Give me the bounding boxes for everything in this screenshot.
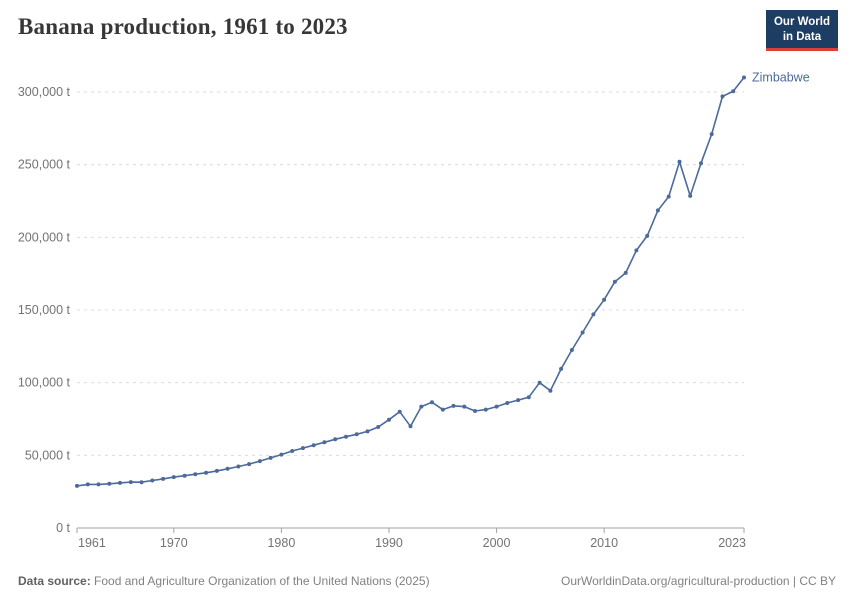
credit-link[interactable]: OurWorldinData.org/agricultural-producti… xyxy=(560,574,836,588)
y-tick-label: 300,000 t xyxy=(18,85,71,99)
data-point xyxy=(96,482,101,487)
data-point xyxy=(731,89,736,94)
data-point xyxy=(397,409,402,414)
data-point xyxy=(118,480,122,485)
data-point xyxy=(128,480,133,485)
data-point xyxy=(742,75,746,80)
data-point xyxy=(139,480,144,485)
chart-title: Banana production, 1961 to 2023 xyxy=(18,14,348,39)
data-point xyxy=(451,403,456,408)
data-point xyxy=(516,398,521,403)
data-point xyxy=(387,417,391,422)
data-point xyxy=(699,161,703,166)
data-point xyxy=(430,400,434,405)
owid-logo-line2: in Data xyxy=(782,30,822,43)
data-point xyxy=(75,483,79,488)
data-point xyxy=(462,404,467,409)
owid-logo: Our World in Data xyxy=(765,10,838,51)
data-point xyxy=(257,459,262,464)
data-point xyxy=(473,409,477,413)
data-point xyxy=(645,233,650,238)
data-point xyxy=(548,388,553,393)
y-tick-label: 250,000 t xyxy=(18,158,71,172)
data-point xyxy=(333,437,338,442)
data-point xyxy=(85,482,90,487)
data-point xyxy=(204,470,209,475)
data-point xyxy=(677,159,682,164)
x-tick-label: 2023 xyxy=(718,536,746,550)
data-point xyxy=(688,193,693,198)
data-point xyxy=(655,208,660,213)
data-point xyxy=(580,330,585,335)
data-point xyxy=(107,481,112,486)
data-point xyxy=(311,443,316,448)
data-point xyxy=(569,348,574,352)
data-point xyxy=(236,464,241,469)
y-tick-label: 150,000 t xyxy=(18,303,71,317)
x-tick-label: 1961 xyxy=(78,536,106,550)
data-point xyxy=(505,401,510,405)
data-point xyxy=(419,404,424,409)
data-point xyxy=(408,424,413,429)
y-tick-label: 50,000 t xyxy=(25,448,71,462)
y-tick-label: 200,000 t xyxy=(18,230,71,244)
data-point xyxy=(161,476,166,481)
data-point xyxy=(225,466,230,471)
data-point xyxy=(344,434,348,439)
data-point xyxy=(526,395,531,400)
data-point xyxy=(591,312,596,317)
x-tick-label: 1970 xyxy=(160,536,188,550)
x-tick-label: 1980 xyxy=(267,536,295,550)
chart-footer: Data source: Food and Agriculture Organi… xyxy=(18,574,836,588)
data-point xyxy=(602,297,607,302)
x-tick-label: 1990 xyxy=(375,536,403,550)
data-point xyxy=(214,468,219,473)
data-source-text: Food and Agriculture Organization of the… xyxy=(94,574,430,588)
data-point xyxy=(150,478,155,483)
data-point xyxy=(268,455,273,460)
owid-logo-line1: Our World xyxy=(773,16,830,28)
data-point xyxy=(559,366,564,371)
data-point xyxy=(182,473,187,478)
data-point xyxy=(494,404,499,409)
x-tick-label: 2010 xyxy=(590,536,618,550)
data-point xyxy=(720,94,725,99)
data-point xyxy=(709,132,714,137)
data-point xyxy=(612,279,617,284)
data-point xyxy=(279,452,284,457)
data-point xyxy=(247,462,252,467)
data-point xyxy=(300,446,305,451)
data-point xyxy=(376,425,381,429)
data-point xyxy=(171,475,176,480)
y-tick-label: 100,000 t xyxy=(18,376,71,390)
data-point xyxy=(354,432,359,437)
data-point xyxy=(483,407,488,412)
data-point xyxy=(634,248,639,253)
data-point xyxy=(290,449,295,453)
data-point xyxy=(537,380,542,385)
data-point xyxy=(322,440,327,445)
data-source-label: Data source: xyxy=(18,574,91,588)
data-point xyxy=(623,270,628,275)
data-point xyxy=(365,429,370,434)
data-source: Data source: Food and Agriculture Organi… xyxy=(18,574,430,588)
series-label-zimbabwe: Zimbabwe xyxy=(752,70,810,84)
data-point xyxy=(440,407,445,412)
data-point xyxy=(193,472,198,477)
line-chart: 0 t 50,000 t 100,000 t 150,000 t 200,000 t 25… xyxy=(18,70,810,550)
x-tick-label: 2000 xyxy=(483,536,511,550)
y-tick-label: 0 t xyxy=(56,521,70,535)
data-point xyxy=(666,194,671,199)
